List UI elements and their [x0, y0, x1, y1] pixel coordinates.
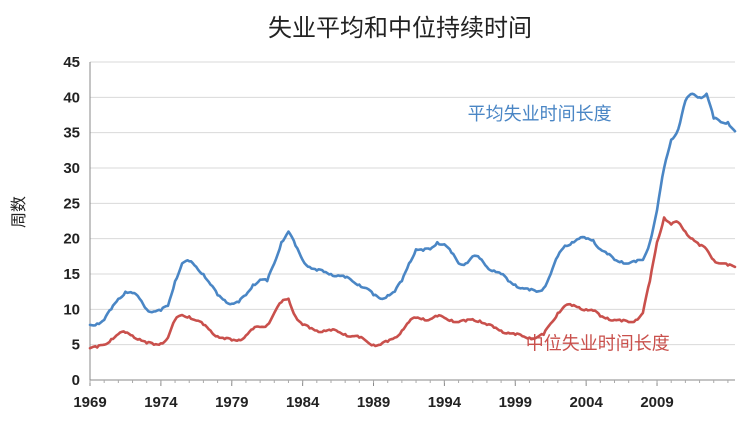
y-tick-label: 35 [63, 125, 80, 142]
gridlines [90, 61, 735, 346]
series-annotation-0: 平均失业时间长度 [468, 104, 612, 125]
y-tick-label: 15 [63, 266, 80, 283]
y-tick-label: 45 [63, 54, 80, 71]
x-tick-label: 1974 [144, 394, 178, 411]
y-tick-label: 10 [63, 301, 80, 318]
x-tick-label: 2009 [640, 394, 673, 411]
x-tick-labels: 1969 1974 1979 1984 1989 1994 1999 2004 2009 [73, 394, 673, 411]
y-tick-label: 5 [72, 337, 80, 354]
series-line-1 [88, 216, 737, 350]
x-tick-label: 1984 [286, 394, 320, 411]
x-tick-label: 1999 [499, 394, 532, 411]
axes [89, 62, 735, 386]
x-tick-label: 1969 [73, 394, 106, 411]
y-tick-label: 20 [63, 231, 80, 248]
chart-title: 失业平均和中位持续时间 [268, 14, 532, 42]
x-tick-label: 1994 [428, 394, 462, 411]
series-lines [88, 92, 737, 350]
x-tick-label: 1979 [215, 394, 248, 411]
y-tick-label: 0 [72, 372, 80, 389]
y-tick-label: 40 [63, 89, 80, 106]
y-tick-label: 25 [63, 195, 80, 212]
y-axis-label: 周数 [9, 196, 28, 228]
y-tick-labels: 0 5 10 15 20 25 30 35 40 45 [63, 54, 80, 389]
x-tick-label: 1989 [357, 394, 390, 411]
series-line-0 [88, 92, 737, 327]
x-tick-label: 2004 [569, 394, 603, 411]
series-annotation-1: 中位失业时间长度 [526, 334, 670, 355]
y-tick-label: 30 [63, 160, 80, 177]
